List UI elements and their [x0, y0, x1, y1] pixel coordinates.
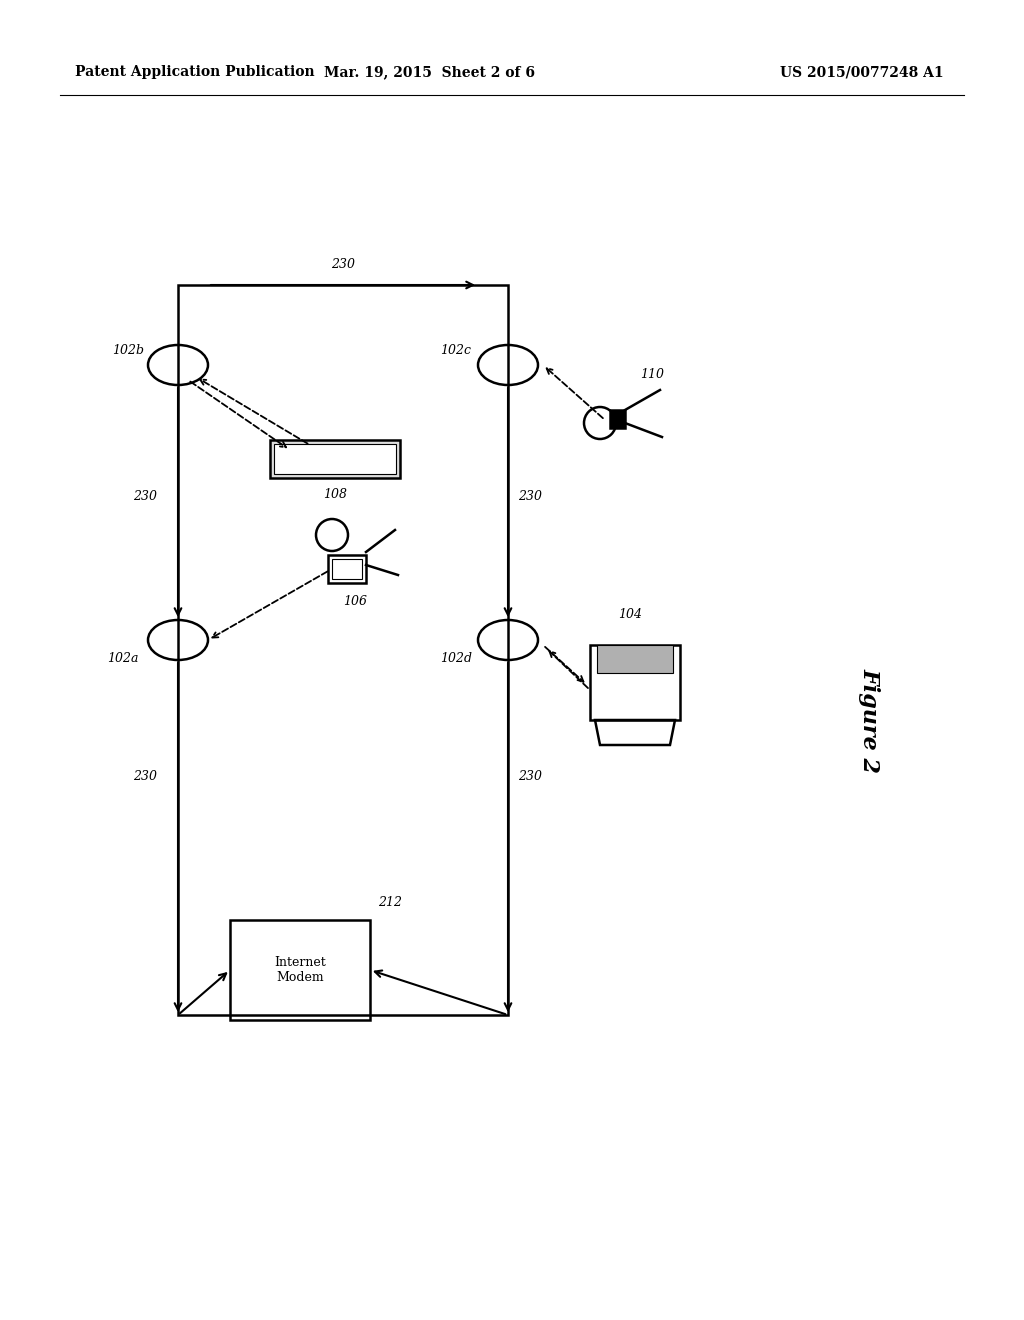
- Text: 230: 230: [133, 490, 157, 503]
- Bar: [597, 645, 673, 673]
- Text: Mar. 19, 2015  Sheet 2 of 6: Mar. 19, 2015 Sheet 2 of 6: [325, 65, 536, 79]
- Text: Internet
Modem: Internet Modem: [274, 956, 326, 983]
- Bar: [610, 411, 625, 428]
- Bar: [328, 554, 366, 583]
- Text: 230: 230: [133, 770, 157, 783]
- Text: 230: 230: [518, 490, 542, 503]
- Text: 102c: 102c: [440, 343, 471, 356]
- Text: US 2015/0077248 A1: US 2015/0077248 A1: [780, 65, 944, 79]
- Text: 230: 230: [518, 770, 542, 783]
- Bar: [274, 444, 396, 474]
- Text: Patent Application Publication: Patent Application Publication: [75, 65, 314, 79]
- Text: 104: 104: [618, 609, 642, 620]
- Text: 102d: 102d: [440, 652, 472, 664]
- Bar: [270, 440, 400, 478]
- Bar: [230, 920, 370, 1020]
- Bar: [178, 285, 508, 1015]
- Bar: [590, 645, 680, 719]
- Text: 108: 108: [323, 488, 347, 502]
- Text: 110: 110: [640, 368, 664, 381]
- Bar: [332, 558, 362, 579]
- Text: 102b: 102b: [112, 343, 144, 356]
- Text: Figure 2: Figure 2: [859, 668, 881, 772]
- Text: 230: 230: [331, 257, 355, 271]
- Text: 106: 106: [343, 595, 367, 609]
- Text: 102a: 102a: [108, 652, 138, 664]
- Text: 212: 212: [378, 896, 402, 909]
